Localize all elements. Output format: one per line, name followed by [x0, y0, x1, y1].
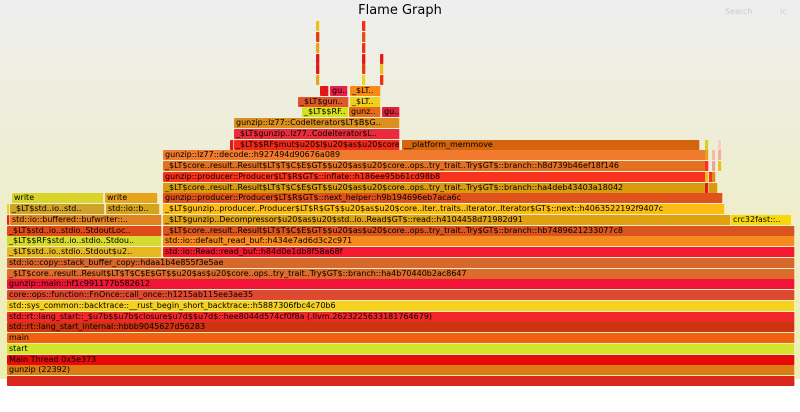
frame[interactable]: gunzip::producer::Producer$LT$R$GT$::inf… — [163, 171, 716, 182]
frame-small[interactable] — [316, 21, 320, 32]
frame[interactable] — [7, 214, 10, 225]
frame-small[interactable] — [712, 150, 716, 161]
frame[interactable]: _$LT$core..result..Result$LT$T$C$E$GT$$u… — [163, 161, 707, 171]
frame[interactable]: _$LT$std..io..stdio..StdoutLoc.. — [7, 225, 162, 236]
frame-small[interactable] — [362, 75, 366, 85]
frame-small[interactable] — [362, 53, 366, 64]
frame[interactable]: _$LT$core..result..Result$LT$T$C$E$GT$$u… — [7, 268, 795, 279]
frame-small[interactable] — [705, 139, 709, 150]
frame[interactable]: core::ops::function::FnOnce::call_once::… — [7, 290, 795, 300]
frame[interactable]: std::sys_common::backtrace::__rust_begin… — [7, 300, 795, 311]
frame[interactable]: gu.. — [382, 107, 400, 118]
frame-small[interactable] — [316, 64, 320, 75]
frame[interactable]: _$LT$gunzip..Decompressor$u20$as$u20$std… — [163, 214, 731, 225]
frame[interactable]: gunzip::main::hf1c991177b582612 — [7, 279, 795, 290]
frame[interactable]: start — [7, 343, 795, 354]
frame-small[interactable] — [718, 150, 722, 161]
frame[interactable]: gu.. — [330, 85, 348, 96]
frame[interactable]: _$LT.. — [350, 96, 381, 107]
frame-small[interactable] — [705, 171, 709, 182]
frame[interactable]: std::rt::lang_start::_$u7b$$u7b$closure$… — [7, 311, 795, 322]
frame[interactable]: std::rt::lang_start_internal::hbbb904562… — [7, 322, 795, 333]
frame-small[interactable] — [712, 161, 716, 171]
frame[interactable]: _$LT$core..result..Result$LT$T$C$E$GT$$u… — [163, 225, 795, 236]
frame[interactable]: gunz.. — [349, 107, 381, 118]
frame-small[interactable] — [316, 75, 320, 85]
frame[interactable]: crc32fast::.. — [731, 214, 792, 225]
frame[interactable]: main — [7, 333, 795, 343]
frame[interactable]: std::io::b.. — [106, 204, 160, 214]
frame-small[interactable] — [316, 53, 320, 64]
frame[interactable]: write — [12, 193, 104, 204]
search-button[interactable]: Search — [725, 7, 753, 16]
frame[interactable]: _$LT$std..io..stdio..Stdout$u2.. — [7, 247, 162, 257]
frame-small[interactable] — [380, 64, 384, 75]
frame[interactable]: _$LT$gunzip..producer..Producer$LT$R$GT$… — [163, 204, 725, 214]
frame[interactable]: write — [105, 193, 158, 204]
frame[interactable]: _$LT$core..result..Result$LT$T$C$E$GT$$u… — [163, 182, 718, 193]
frame[interactable]: _$LT.. — [350, 85, 381, 96]
frame[interactable]: gunzip::producer::Producer$LT$R$GT$::nex… — [163, 193, 723, 204]
frame[interactable]: Main Thread 0x5e373 — [7, 354, 795, 365]
frame[interactable] — [230, 139, 234, 150]
frame[interactable]: _$LT$$RF.. — [302, 107, 349, 118]
frame-small[interactable] — [362, 21, 366, 32]
frame-small[interactable] — [380, 75, 384, 85]
ignore-case-toggle[interactable]: ic — [780, 7, 787, 16]
frame[interactable] — [7, 204, 10, 214]
frame-small[interactable] — [362, 42, 366, 53]
frame[interactable] — [7, 376, 795, 386]
frame[interactable]: std::io::buffered::bufwriter::.. — [10, 214, 162, 225]
frame-small[interactable] — [316, 42, 320, 53]
frame[interactable]: gunzip::lz77::CodeIterator$LT$B$G.. — [234, 118, 400, 128]
frame[interactable]: _$LT$$RF$mut$u20$I$u20$as$u20$core.. — [234, 139, 400, 150]
frame-small[interactable] — [380, 53, 384, 64]
frame[interactable]: _$LT$gunzip..lz77..CodeIterator$L.. — [234, 128, 400, 139]
frame[interactable]: std::io::Read::read_buf::h84d0e1db8f58a6… — [163, 247, 795, 257]
frame-small[interactable] — [705, 161, 709, 171]
frame[interactable]: _$LT$std..io..std.. — [10, 204, 105, 214]
frame-small[interactable] — [705, 182, 709, 193]
frame-small[interactable] — [362, 64, 366, 75]
frame-small[interactable] — [718, 139, 722, 150]
frame-small[interactable] — [316, 32, 320, 42]
frame-small[interactable] — [712, 171, 716, 182]
frame-small[interactable] — [705, 150, 709, 161]
frame[interactable]: gunzip (22392) — [7, 365, 795, 376]
frame-small[interactable] — [362, 32, 366, 42]
frame-small[interactable] — [718, 161, 722, 171]
frame[interactable]: _$LT$gun.. — [298, 96, 349, 107]
frame[interactable]: std::io::default_read_buf::h434e7ad6d3c2… — [163, 236, 795, 247]
frame[interactable]: _$LT$$RF$std..io..stdio..Stdou.. — [7, 236, 162, 247]
frame[interactable]: __platform_memmove — [402, 139, 700, 150]
frame[interactable]: gunzip::lz77::decode::h927494d90676a089 — [163, 150, 707, 161]
page-title: Flame Graph — [358, 3, 442, 18]
frame[interactable] — [320, 85, 329, 96]
frame[interactable]: std::io::copy::stack_buffer_copy::hdaa1b… — [7, 257, 795, 268]
